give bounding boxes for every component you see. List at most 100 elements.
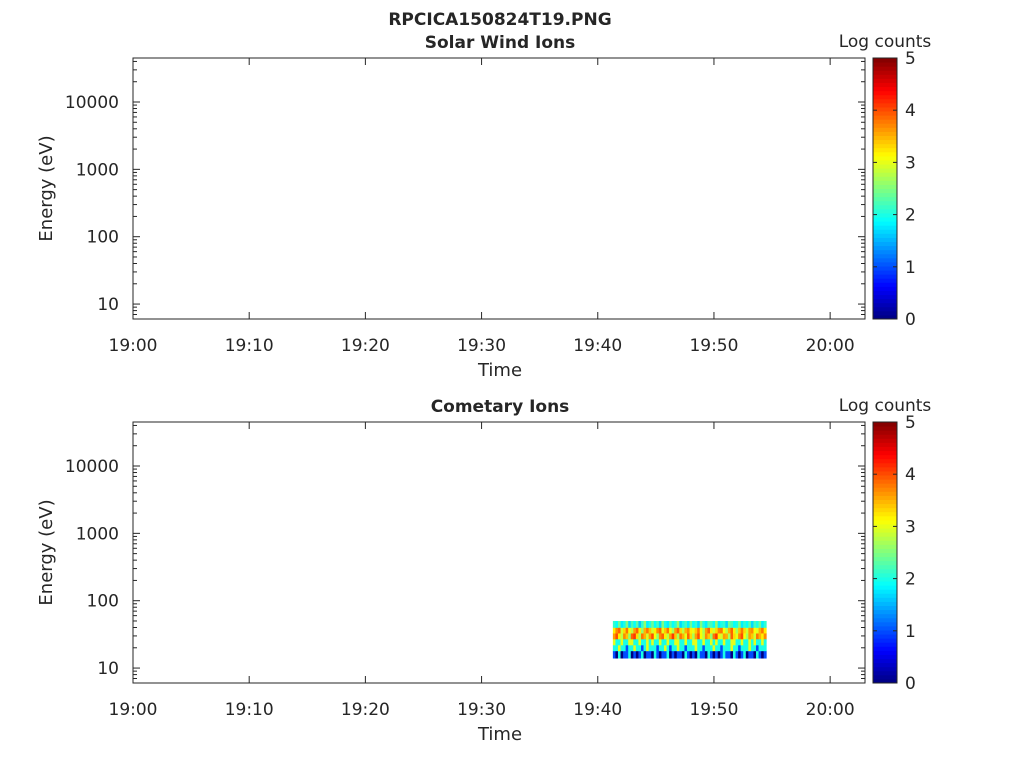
heatmap-cell: [735, 633, 739, 640]
heatmap-cell: [635, 644, 639, 652]
colorbar-segment: [873, 188, 897, 194]
heatmap-cell: [725, 644, 729, 652]
heatmap-cell: [756, 650, 759, 659]
heatmap-cell: [663, 627, 667, 634]
colorbar-segment: [873, 282, 897, 287]
colorbar-segment: [873, 294, 897, 300]
colorbar-segment: [873, 314, 897, 320]
y-axis-label: Energy (eV): [36, 499, 57, 605]
heatmap-cell: [735, 639, 739, 646]
heatmap-cell: [743, 639, 747, 646]
heatmap-cell: [646, 620, 650, 628]
heatmap-cell: [730, 633, 734, 640]
heatmap-cell: [671, 639, 675, 646]
heatmap-cell: [651, 639, 655, 646]
plot-area: [132, 421, 866, 684]
heatmap-cell: [740, 633, 744, 640]
heatmap-cell: [761, 650, 765, 659]
colorbar-tick-label: 1: [905, 258, 916, 278]
heatmap-cell: [735, 627, 739, 634]
heatmap-cell: [633, 650, 637, 659]
heatmap-cell: [745, 627, 749, 634]
heatmap-cell: [756, 620, 759, 628]
heatmap-cell: [663, 650, 667, 659]
colorbar-segment: [873, 438, 897, 443]
heatmap-cell: [669, 650, 673, 659]
colorbar-segment: [873, 257, 897, 263]
heatmap-cell: [684, 620, 688, 628]
heatmap-cell: [743, 644, 747, 652]
heatmap-cell: [697, 627, 701, 634]
heatmap-cell: [715, 650, 719, 659]
heatmap-cell: [646, 650, 650, 659]
heatmap-cell: [727, 627, 731, 634]
heatmap-cell: [679, 620, 683, 628]
heatmap-cell: [623, 627, 627, 634]
heatmap-cell: [640, 650, 644, 659]
colorbar-segment: [873, 86, 897, 92]
heatmap-cell: [694, 620, 698, 628]
heatmap-cell: [681, 633, 685, 640]
colorbar-segment: [873, 650, 897, 655]
heatmap-cell: [707, 627, 711, 634]
heatmap-cell: [692, 644, 696, 652]
heatmap-cell: [651, 627, 655, 634]
heatmap-cell: [763, 644, 767, 652]
heatmap-cell: [653, 620, 657, 628]
colorbar-segment: [873, 204, 897, 210]
heatmap-cell: [763, 633, 767, 640]
colorbar-segment: [873, 454, 897, 460]
colorbar-segment: [873, 536, 897, 541]
heatmap-cell: [615, 650, 619, 659]
colorbar-segment: [873, 290, 897, 296]
heatmap-cell: [669, 627, 673, 634]
heatmap-cell: [756, 627, 759, 634]
heatmap-cell: [692, 620, 696, 628]
heatmap-cell: [669, 644, 673, 652]
heatmap-cell: [702, 620, 706, 628]
colorbar-segment: [873, 176, 897, 181]
heatmap-cell: [648, 633, 652, 640]
heatmap-cell: [712, 644, 716, 652]
colorbar-segment: [873, 450, 897, 456]
heatmap-cell: [750, 644, 754, 652]
colorbar-segment: [873, 581, 897, 586]
colorbar-segment: [873, 155, 897, 161]
colorbar-segment: [873, 605, 897, 611]
colorbar-tick-label: 2: [905, 570, 916, 590]
colorbar-segment: [873, 66, 897, 71]
colorbar-segment: [873, 609, 897, 615]
panel-2: 19:00 19:10 19:20 19:30 19:40 19:50 20:0010100…: [36, 396, 931, 745]
heatmap-cell: [661, 627, 665, 634]
colorbar-segment: [873, 462, 897, 468]
heatmap-cell: [722, 650, 726, 659]
heatmap-cell: [653, 639, 657, 646]
heatmap-cell: [687, 644, 690, 652]
heatmap-cell: [694, 644, 698, 652]
heatmap-cell: [648, 650, 652, 659]
colorbar-segment: [873, 274, 897, 279]
colorbar-segment: [873, 180, 897, 185]
heatmap-cell: [707, 633, 711, 640]
heatmap-cell: [694, 650, 698, 659]
heatmap-cell: [722, 644, 726, 652]
colorbar-segment: [873, 670, 897, 676]
heatmap-cell: [663, 644, 667, 652]
colorbar-segment: [873, 479, 897, 484]
heatmap-cell: [730, 627, 734, 634]
heatmap-cell: [681, 620, 685, 628]
heatmap-cell: [671, 650, 675, 659]
x-tick-label: 19:30: [457, 336, 506, 356]
heatmap-cell: [738, 639, 742, 646]
colorbar-segment: [873, 286, 897, 291]
heatmap-cell: [689, 620, 693, 628]
heatmap-cell: [738, 627, 742, 634]
colorbar-segment: [873, 168, 897, 173]
colorbar-segment: [873, 106, 897, 112]
heatmap-cell: [707, 639, 711, 646]
heatmap-cell: [656, 627, 660, 634]
heatmap-cell: [633, 627, 637, 634]
heatmap-cell: [640, 639, 644, 646]
colorbar-segment: [873, 466, 897, 472]
colorbar-tick-label: 0: [905, 310, 916, 330]
